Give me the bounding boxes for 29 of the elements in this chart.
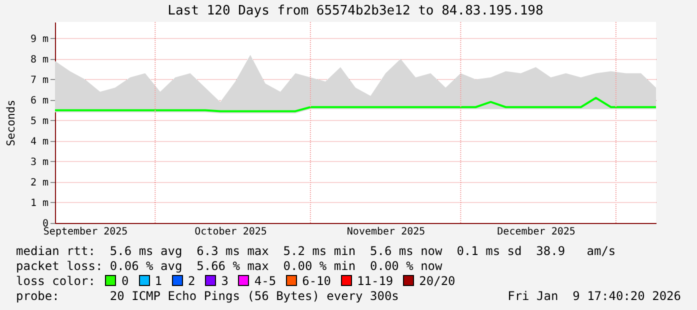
x-tick-label: September 2025 (43, 226, 128, 238)
text: packet loss: 0.06 % avg 5.66 % max 0.00 % min 0.00 % now (16, 259, 444, 274)
text: 4-5 (254, 274, 276, 288)
text: probe: 20 ICMP Echo Pings (56 Bytes) every 300s (16, 289, 400, 304)
text: loss color: (16, 274, 96, 288)
text: 1 (154, 274, 162, 288)
x-tick-label: December 2025 (497, 226, 576, 238)
y-tick-label: 8 m (30, 54, 48, 66)
x-tick-label: October 2025 (194, 226, 267, 238)
x-tick-label: November 2025 (346, 226, 426, 238)
text: 3 (221, 274, 228, 288)
y-tick-label: 5 m (30, 116, 48, 127)
text: 0 (121, 274, 129, 288)
y-tick-label: 1 m (30, 198, 48, 209)
line-series (54, 96, 657, 112)
y-tick-label: 3 m (30, 156, 48, 168)
text: 11-19 (357, 274, 394, 288)
text: Fri Jan 9 17:40:20 2026 (508, 289, 681, 304)
text: 6-10 (302, 274, 332, 288)
y-tick-label: 9 m (30, 34, 48, 45)
y-tick-label: 6 m (30, 95, 48, 106)
y-tick-label: 4 m (30, 136, 48, 148)
text: 2 (188, 274, 196, 288)
y-tick-label: 7 m (30, 74, 48, 86)
chart-title: Last 120 Days from 65574b2b3e12 to 84.83.195.198 (168, 4, 544, 18)
text: 20/20 (419, 274, 456, 288)
text: median rtt: 5.6 ms avg 6.3 ms max 5.2 ms min 5.6 ms now 0.1 ms sd 38.9 am/s (16, 244, 617, 259)
y-axis-title: Seconds (4, 100, 18, 146)
y-tick-label: 2 m (30, 177, 48, 188)
